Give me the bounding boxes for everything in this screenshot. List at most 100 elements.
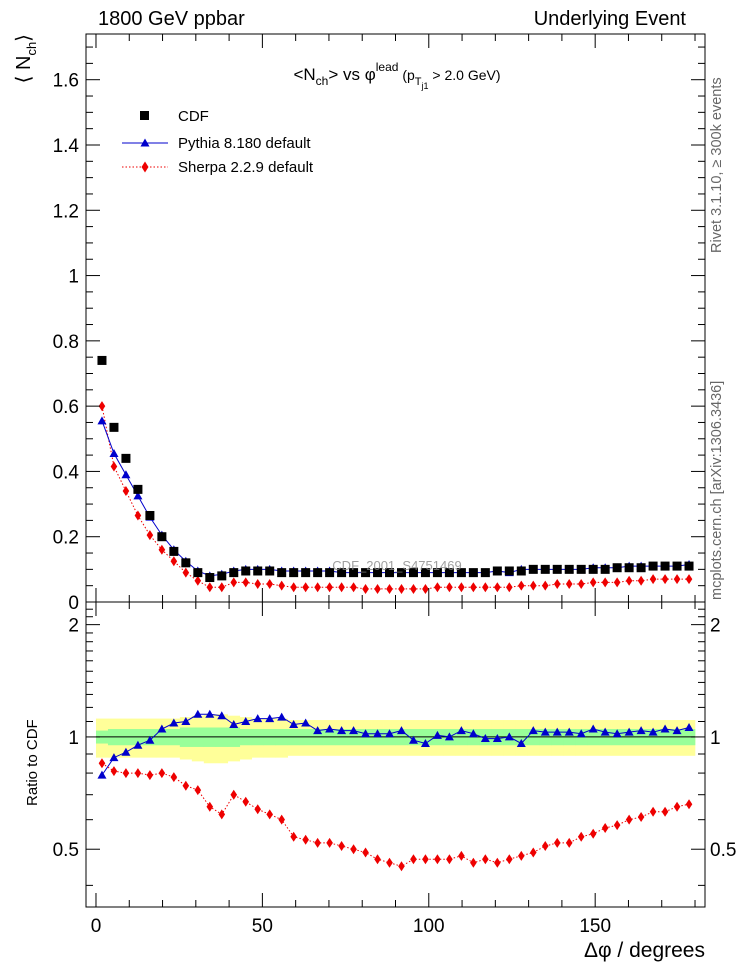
main-point-cdf — [301, 568, 311, 578]
main-point-cdf — [265, 566, 275, 576]
ratio-point-pythia — [396, 726, 406, 735]
ratio-point-sherpa — [254, 804, 262, 815]
main-y-tick-label: 1.2 — [53, 201, 79, 222]
main-point-cdf — [672, 561, 682, 571]
ratio-line-sherpa — [101, 762, 690, 867]
ratio-point-sherpa — [362, 847, 369, 858]
main-point-cdf — [504, 566, 514, 576]
main-point-pythia — [97, 416, 107, 425]
main-point-cdf — [277, 568, 287, 578]
ratio-point-sherpa — [661, 806, 669, 817]
ratio-point-pythia — [612, 729, 622, 738]
ratio-point-pythia — [313, 726, 323, 735]
main-panel: 0 0.2 0.4 0.6 0.8 1 1.2 1.4 1.6 CDF_2001_S475146… — [13, 33, 706, 614]
x-tick-label: 100 — [413, 916, 445, 937]
ratio-point-pythia — [672, 726, 682, 735]
ratio-point-pythia — [193, 709, 203, 718]
ratio-point-sherpa — [649, 806, 657, 817]
main-point-sherpa — [362, 583, 369, 594]
main-point-cdf — [564, 564, 574, 574]
ratio-point-sherpa — [494, 857, 501, 868]
main-point-sherpa — [218, 582, 226, 593]
legend-label-cdf: CDF — [178, 108, 209, 125]
ratio-point-pythia — [277, 712, 287, 721]
legend: CDF Pythia 8.180 default Sherpa 2.2.9 de… — [122, 108, 314, 176]
main-point-cdf — [528, 564, 538, 574]
main-point-sherpa — [374, 583, 381, 594]
main-point-cdf — [361, 568, 371, 578]
main-point-cdf — [648, 561, 658, 571]
ratio-point-sherpa — [506, 854, 513, 865]
main-point-cdf — [241, 566, 251, 576]
main-point-sherpa — [434, 582, 441, 593]
ratio-point-pythia — [624, 727, 634, 736]
ratio-point-pythia — [636, 726, 646, 735]
ratio-point-pythia — [217, 711, 227, 720]
ratio-point-sherpa — [458, 850, 465, 861]
ratio-point-pythia — [349, 726, 359, 735]
ratio-point-sherpa — [266, 809, 274, 820]
main-point-sherpa — [529, 580, 537, 591]
ratio-point-pythia — [97, 770, 107, 779]
ratio-y-axis-label: Ratio to CDF — [24, 719, 41, 806]
ratio-point-sherpa — [601, 822, 609, 833]
ratio-point-sherpa — [110, 766, 118, 777]
ratio-point-pythia — [325, 724, 335, 733]
main-point-sherpa — [326, 582, 333, 593]
ratio-point-pythia — [588, 724, 598, 733]
main-point-cdf — [169, 546, 179, 556]
ratio-point-pythia — [600, 727, 610, 736]
ratio-point-pythia — [157, 724, 167, 733]
main-point-cdf — [325, 568, 335, 578]
ratio-point-sherpa — [637, 812, 645, 823]
main-point-cdf — [408, 568, 418, 578]
ratio-point-sherpa — [541, 841, 549, 852]
main-point-cdf — [253, 566, 263, 576]
ratio-point-sherpa — [194, 785, 202, 796]
main-point-cdf — [229, 568, 239, 578]
main-point-cdf — [576, 564, 586, 574]
main-point-sherpa — [338, 582, 345, 593]
main-point-pythia — [121, 470, 131, 479]
ratio-point-pythia — [468, 729, 478, 738]
ratio-point-sherpa — [302, 834, 309, 845]
ratio-point-sherpa — [338, 841, 345, 852]
ratio-point-sherpa — [565, 837, 573, 848]
main-point-cdf — [468, 568, 478, 578]
main-point-sherpa — [482, 582, 489, 593]
x-tick-label: 150 — [579, 916, 611, 937]
main-point-cdf — [456, 568, 466, 578]
main-point-sherpa — [170, 556, 178, 567]
main-point-sherpa — [254, 579, 262, 590]
main-point-sherpa — [494, 582, 501, 593]
legend-label-sherpa: Sherpa 2.2.9 default — [178, 159, 314, 176]
main-point-cdf — [540, 564, 550, 574]
ratio-point-sherpa — [685, 799, 693, 810]
ratio-point-pythia — [480, 734, 490, 743]
main-point-sherpa — [470, 582, 477, 593]
main-point-sherpa — [398, 583, 405, 594]
ratio-y-tick-label: 1 — [68, 728, 79, 749]
ratio-point-sherpa — [326, 837, 333, 848]
main-point-sherpa — [290, 582, 297, 593]
ratio-point-sherpa — [613, 820, 621, 831]
ratio-point-pythia — [528, 726, 538, 735]
main-point-cdf — [97, 355, 107, 365]
main-point-sherpa — [446, 582, 453, 593]
ratio-point-sherpa — [122, 768, 130, 779]
main-point-sherpa — [242, 577, 250, 588]
ratio-point-pythia — [420, 739, 430, 748]
main-point-sherpa — [458, 582, 465, 593]
main-point-sherpa — [266, 579, 274, 590]
main-line-pythia — [101, 420, 690, 577]
main-point-cdf — [145, 510, 155, 520]
ratio-point-sherpa — [182, 780, 190, 791]
ratio-point-pythia — [241, 716, 251, 725]
ratio-point-sherpa — [482, 854, 489, 865]
main-point-cdf — [444, 568, 454, 578]
ratio-point-sherpa — [134, 768, 142, 779]
main-point-cdf — [121, 453, 131, 463]
ratio-point-sherpa — [242, 796, 250, 807]
main-point-cdf — [181, 558, 191, 568]
ratio-point-sherpa — [290, 831, 297, 842]
